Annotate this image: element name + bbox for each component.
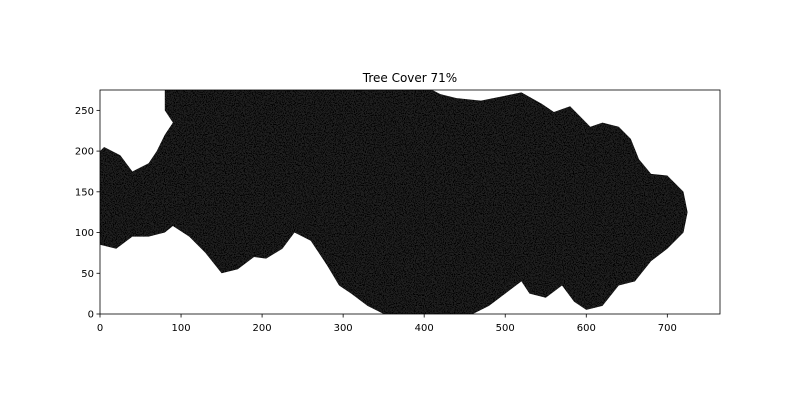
- x-tick-label: 700: [658, 323, 677, 334]
- y-tick-label: 250: [75, 106, 94, 117]
- x-tick-label: 400: [415, 323, 434, 334]
- y-axis: 0 50 100 150 200 250: [75, 106, 100, 321]
- y-tick-label: 150: [75, 187, 94, 198]
- x-tick-label: 200: [253, 323, 272, 334]
- x-tick-label: 100: [171, 323, 190, 334]
- x-tick-label: 300: [334, 323, 353, 334]
- y-tick-label: 200: [75, 147, 94, 158]
- x-tick-label: 0: [97, 323, 103, 334]
- chart-title: Tree Cover 71%: [362, 71, 457, 85]
- x-axis: 0 100 200 300 400 500 600 700: [97, 314, 677, 334]
- x-tick-label: 500: [496, 323, 515, 334]
- x-tick-label: 600: [577, 323, 596, 334]
- plot-area: [100, 90, 720, 314]
- plot-frame: [99, 89, 721, 315]
- y-tick-label: 100: [75, 228, 94, 239]
- y-tick-label: 50: [81, 269, 94, 280]
- speckle-texture: [100, 90, 720, 314]
- y-tick-label: 0: [88, 310, 94, 321]
